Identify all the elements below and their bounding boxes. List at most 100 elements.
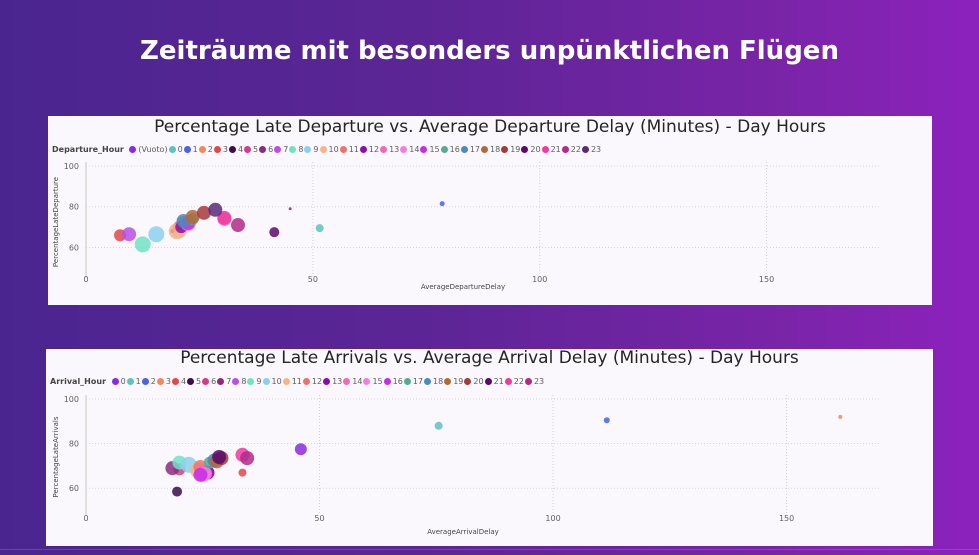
legend-item[interactable]: 6 [202,377,216,386]
legend-item[interactable]: 3 [213,145,228,154]
legend-marker [202,378,210,385]
legend-label: 15 [429,145,440,154]
legend-marker [501,146,509,153]
legend-item[interactable]: 6 [259,145,273,154]
legend-item[interactable]: 7 [274,145,288,154]
legend-marker [274,146,282,153]
legend-item[interactable]: 19 [444,377,463,386]
legend-item[interactable]: 0 [111,377,126,386]
legend-item[interactable]: 5 [187,377,201,386]
legend-label: 2 [207,145,213,154]
legend-marker [126,378,134,385]
legend-marker [339,146,347,153]
data-point [230,218,245,233]
legend-item[interactable]: 16 [440,145,460,154]
legend-item[interactable]: 9 [304,145,319,154]
legend-item[interactable]: 15 [363,377,383,386]
legend-item[interactable]: 15 [420,145,440,154]
data-point [603,417,610,424]
legend-marker [323,378,331,385]
legend-title: Arrival_Hour [50,377,107,386]
legend-item[interactable]: 3 [156,377,171,386]
legend-item[interactable]: 21 [484,377,504,386]
legend-marker [187,378,195,385]
legend-label: (Vuoto) [138,145,168,154]
legend-item[interactable]: 17 [403,377,423,386]
legend-item[interactable]: 7 [217,377,231,386]
legend-item[interactable]: 17 [460,145,480,154]
legend-item[interactable]: 22 [504,377,524,386]
legend-item[interactable]: (Vuoto) [129,145,168,154]
x-tick-label: 150 [759,275,774,284]
legend-item[interactable]: 16 [383,377,403,386]
legend-label: 1 [135,377,141,386]
legend-item[interactable]: 20 [464,377,484,386]
legend-label: 23 [590,145,602,154]
legend-marker [484,378,492,385]
legend-item[interactable]: 1 [126,377,141,386]
legend-item[interactable]: 14 [400,145,419,154]
legend-item[interactable]: 8 [289,145,303,154]
legend-item[interactable]: 19 [501,145,520,154]
legend-item[interactable]: 4 [228,145,243,154]
legend-marker [259,146,267,153]
legend-label: 10 [328,145,339,154]
legend-item[interactable]: 12 [359,145,379,154]
legend-label: 1 [192,145,198,154]
legend-marker [460,146,468,153]
legend-item[interactable]: 0 [168,145,183,154]
legend-item[interactable]: 8 [232,377,246,386]
legend-item[interactable]: 23 [581,145,602,154]
legend-item[interactable]: 4 [171,377,186,386]
legend-item[interactable]: 10 [319,145,339,154]
legend-item[interactable]: 18 [481,145,500,154]
legend-item[interactable]: 2 [198,145,213,154]
legend-label: 17 [412,377,423,386]
legend-label: 18 [490,145,501,154]
legend-marker [504,378,512,385]
legend-label: 23 [533,377,545,386]
legend-marker [319,146,327,153]
x-tick-label: 0 [83,275,88,284]
data-point [172,486,183,497]
legend-item[interactable]: 2 [141,377,156,386]
legend-label: 3 [165,377,171,386]
legend-item[interactable]: 13 [380,145,399,154]
legend-marker [403,378,411,385]
legend-label: 12 [311,377,323,386]
legend-item[interactable]: 9 [247,377,262,386]
legend-marker [400,146,408,153]
data-point [238,468,247,477]
legend-item[interactable]: 10 [262,377,282,386]
data-point [294,443,307,456]
data-point [134,236,151,253]
legend-marker [247,378,255,385]
legend-item[interactable]: 22 [561,145,581,154]
legend-item[interactable]: 12 [302,377,323,386]
legend-marker [217,378,225,385]
legend-label: 21 [493,377,504,386]
legend-item[interactable]: 5 [244,145,258,154]
legend-item[interactable]: 20 [521,145,541,154]
data-point [217,210,232,225]
legend-item[interactable]: 1 [183,145,198,154]
bottom-divider [0,549,979,550]
legend-item[interactable]: 11 [339,145,359,154]
legend-label: 0 [177,145,183,154]
page-title: Zeiträume mit besonders unpünktlichen Fl… [140,36,839,66]
legend-item[interactable]: 13 [323,377,342,386]
legend-label: 19 [453,377,464,386]
data-point [196,205,211,220]
scatter-plot: 60 80 100 0 50 100 150 AverageDepartureDelay Per… [52,162,880,291]
data-point [122,227,137,242]
legend-item[interactable]: 23 [524,377,545,386]
legend-marker [524,378,532,385]
legend-item[interactable]: 11 [282,377,302,386]
legend-item[interactable]: 21 [541,145,561,154]
legend-marker [289,146,297,153]
legend-item[interactable]: 18 [424,377,443,386]
legend-item[interactable]: 14 [343,377,362,386]
y-tick-label: 100 [64,395,79,404]
y-tick-label: 100 [64,162,79,171]
arrival-chart-panel: Percentage Late Arrivals vs. Average Arr… [46,348,933,546]
